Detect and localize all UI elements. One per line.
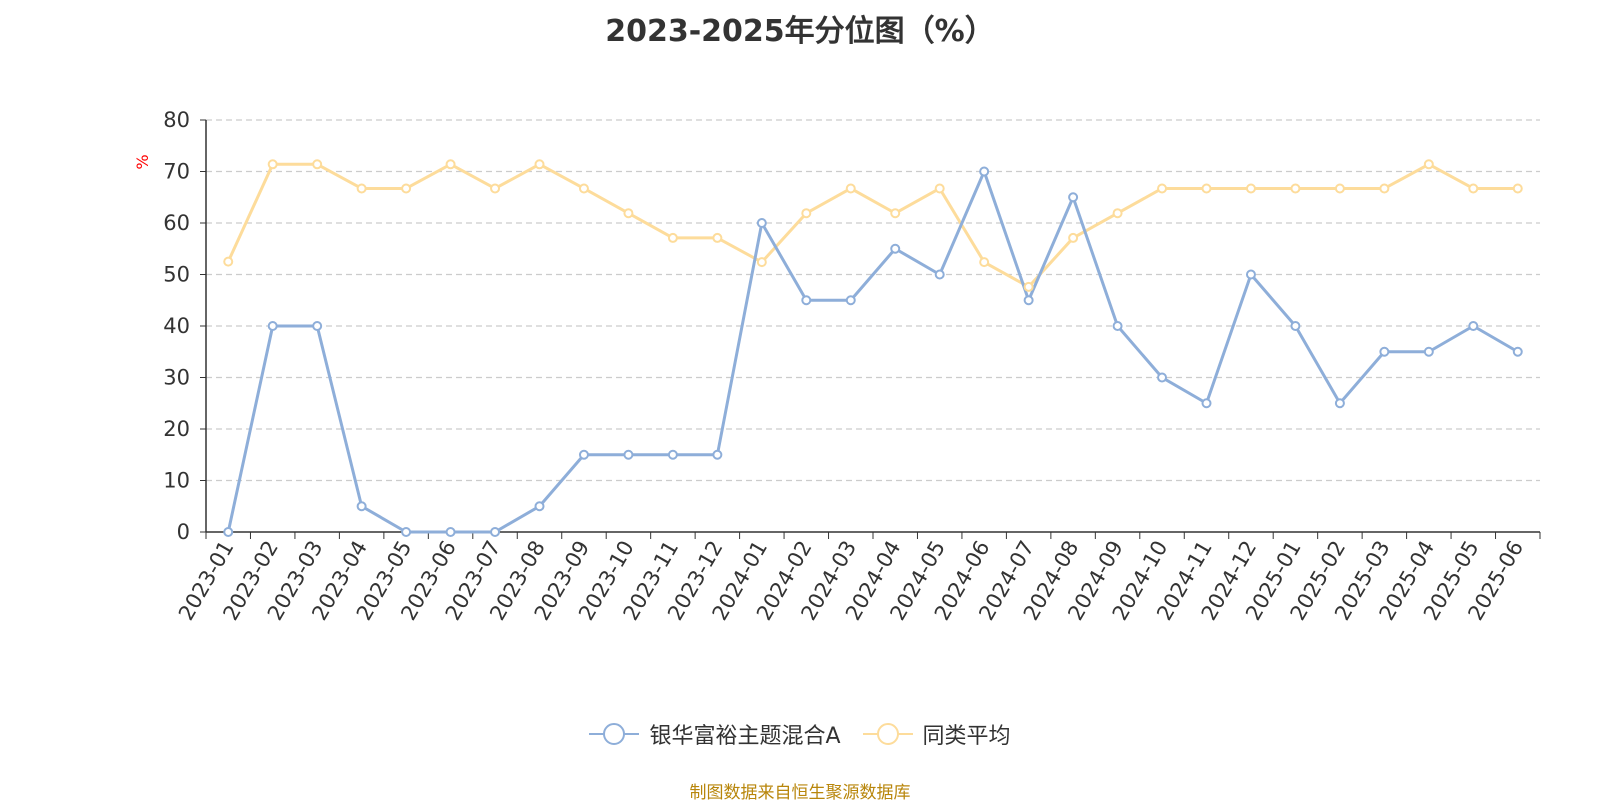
series-line-1	[226, 162, 1518, 289]
data-point-series-0	[979, 166, 990, 177]
source-note: 制图数据来自恒生聚源数据库	[689, 783, 911, 800]
data-point-series-1	[1468, 183, 1479, 194]
y-tick-label: 20	[163, 417, 190, 441]
y-tick-label: 40	[163, 314, 190, 338]
data-point-series-1	[223, 256, 234, 267]
data-point-series-1	[1201, 183, 1212, 194]
legend-label-fund: 银华富裕主题混合A	[649, 724, 841, 749]
data-point-series-0	[890, 243, 901, 254]
data-point-series-1	[979, 257, 990, 268]
data-point-series-1	[1334, 183, 1345, 194]
data-point-series-1	[356, 183, 367, 194]
data-point-series-1	[1068, 232, 1079, 243]
data-point-series-1	[445, 159, 456, 170]
data-point-series-1	[712, 232, 723, 243]
legend-item-average[interactable]: 同类平均	[862, 718, 1011, 750]
data-point-series-1	[1112, 208, 1123, 219]
data-point-series-1	[756, 257, 767, 268]
data-point-series-1	[534, 159, 545, 170]
data-point-series-1	[1379, 183, 1390, 194]
data-point-series-0	[1423, 346, 1434, 357]
data-point-series-1	[934, 183, 945, 194]
data-point-series-1	[1512, 183, 1523, 194]
data-point-series-0	[801, 295, 812, 306]
data-point-series-0	[1334, 398, 1345, 409]
data-point-series-1	[1023, 281, 1034, 292]
data-point-series-0	[401, 527, 412, 537]
series-line-0	[226, 170, 1519, 534]
data-point-series-0	[845, 295, 856, 306]
data-point-series-0	[267, 321, 278, 331]
legend-marker-average	[862, 723, 913, 745]
data-point-series-0	[490, 527, 501, 537]
data-point-series-0	[1157, 372, 1168, 383]
y-tick-label: 60	[163, 211, 190, 235]
data-point-series-0	[445, 527, 456, 537]
data-point-series-1	[267, 159, 278, 170]
data-point-series-0	[712, 449, 723, 460]
legend: 银华富裕主题混合A 同类平均	[0, 718, 1600, 750]
data-point-series-1	[890, 208, 901, 219]
data-point-series-0	[578, 449, 589, 460]
y-tick-label: 30	[163, 366, 190, 390]
data-point-series-0	[623, 449, 634, 460]
data-point-series-1	[667, 232, 678, 243]
data-point-series-1	[312, 159, 323, 170]
data-point-series-0	[534, 501, 545, 512]
data-point-series-0	[1245, 269, 1256, 280]
data-point-series-0	[1468, 321, 1479, 331]
data-point-series-0	[223, 527, 234, 537]
data-point-series-1	[1157, 183, 1168, 194]
legend-label-average: 同类平均	[922, 724, 1011, 749]
data-point-series-0	[356, 501, 367, 512]
data-point-series-0	[1068, 192, 1079, 203]
data-point-series-0	[667, 449, 678, 460]
data-point-series-1	[1290, 183, 1301, 194]
data-point-series-0	[1201, 398, 1212, 409]
data-point-series-1	[1245, 183, 1256, 194]
data-point-series-0	[312, 321, 323, 331]
data-point-series-1	[801, 208, 812, 219]
y-tick-label: 10	[163, 469, 190, 493]
chart-title: 2023-2025年分位图（%）	[605, 14, 995, 49]
y-axis-label: %	[133, 154, 152, 169]
data-point-series-1	[1423, 159, 1434, 170]
y-tick-label: 0	[177, 520, 190, 544]
y-tick-label: 80	[163, 108, 190, 132]
data-point-series-1	[401, 183, 412, 194]
y-tick-label: 70	[163, 160, 190, 184]
data-point-series-0	[1112, 321, 1123, 331]
data-point-series-1	[578, 183, 589, 194]
data-point-series-0	[1290, 321, 1301, 331]
data-point-series-0	[934, 269, 945, 280]
legend-marker-fund	[589, 723, 640, 745]
legend-item-fund[interactable]: 银华富裕主题混合A	[589, 718, 841, 750]
data-point-series-0	[756, 218, 767, 228]
data-point-series-0	[1512, 346, 1523, 357]
y-tick-label: 50	[163, 263, 190, 287]
data-point-series-1	[845, 183, 856, 194]
data-point-series-0	[1379, 346, 1390, 357]
data-point-series-0	[1023, 295, 1034, 306]
data-point-series-1	[623, 208, 634, 219]
data-point-series-1	[490, 183, 501, 194]
